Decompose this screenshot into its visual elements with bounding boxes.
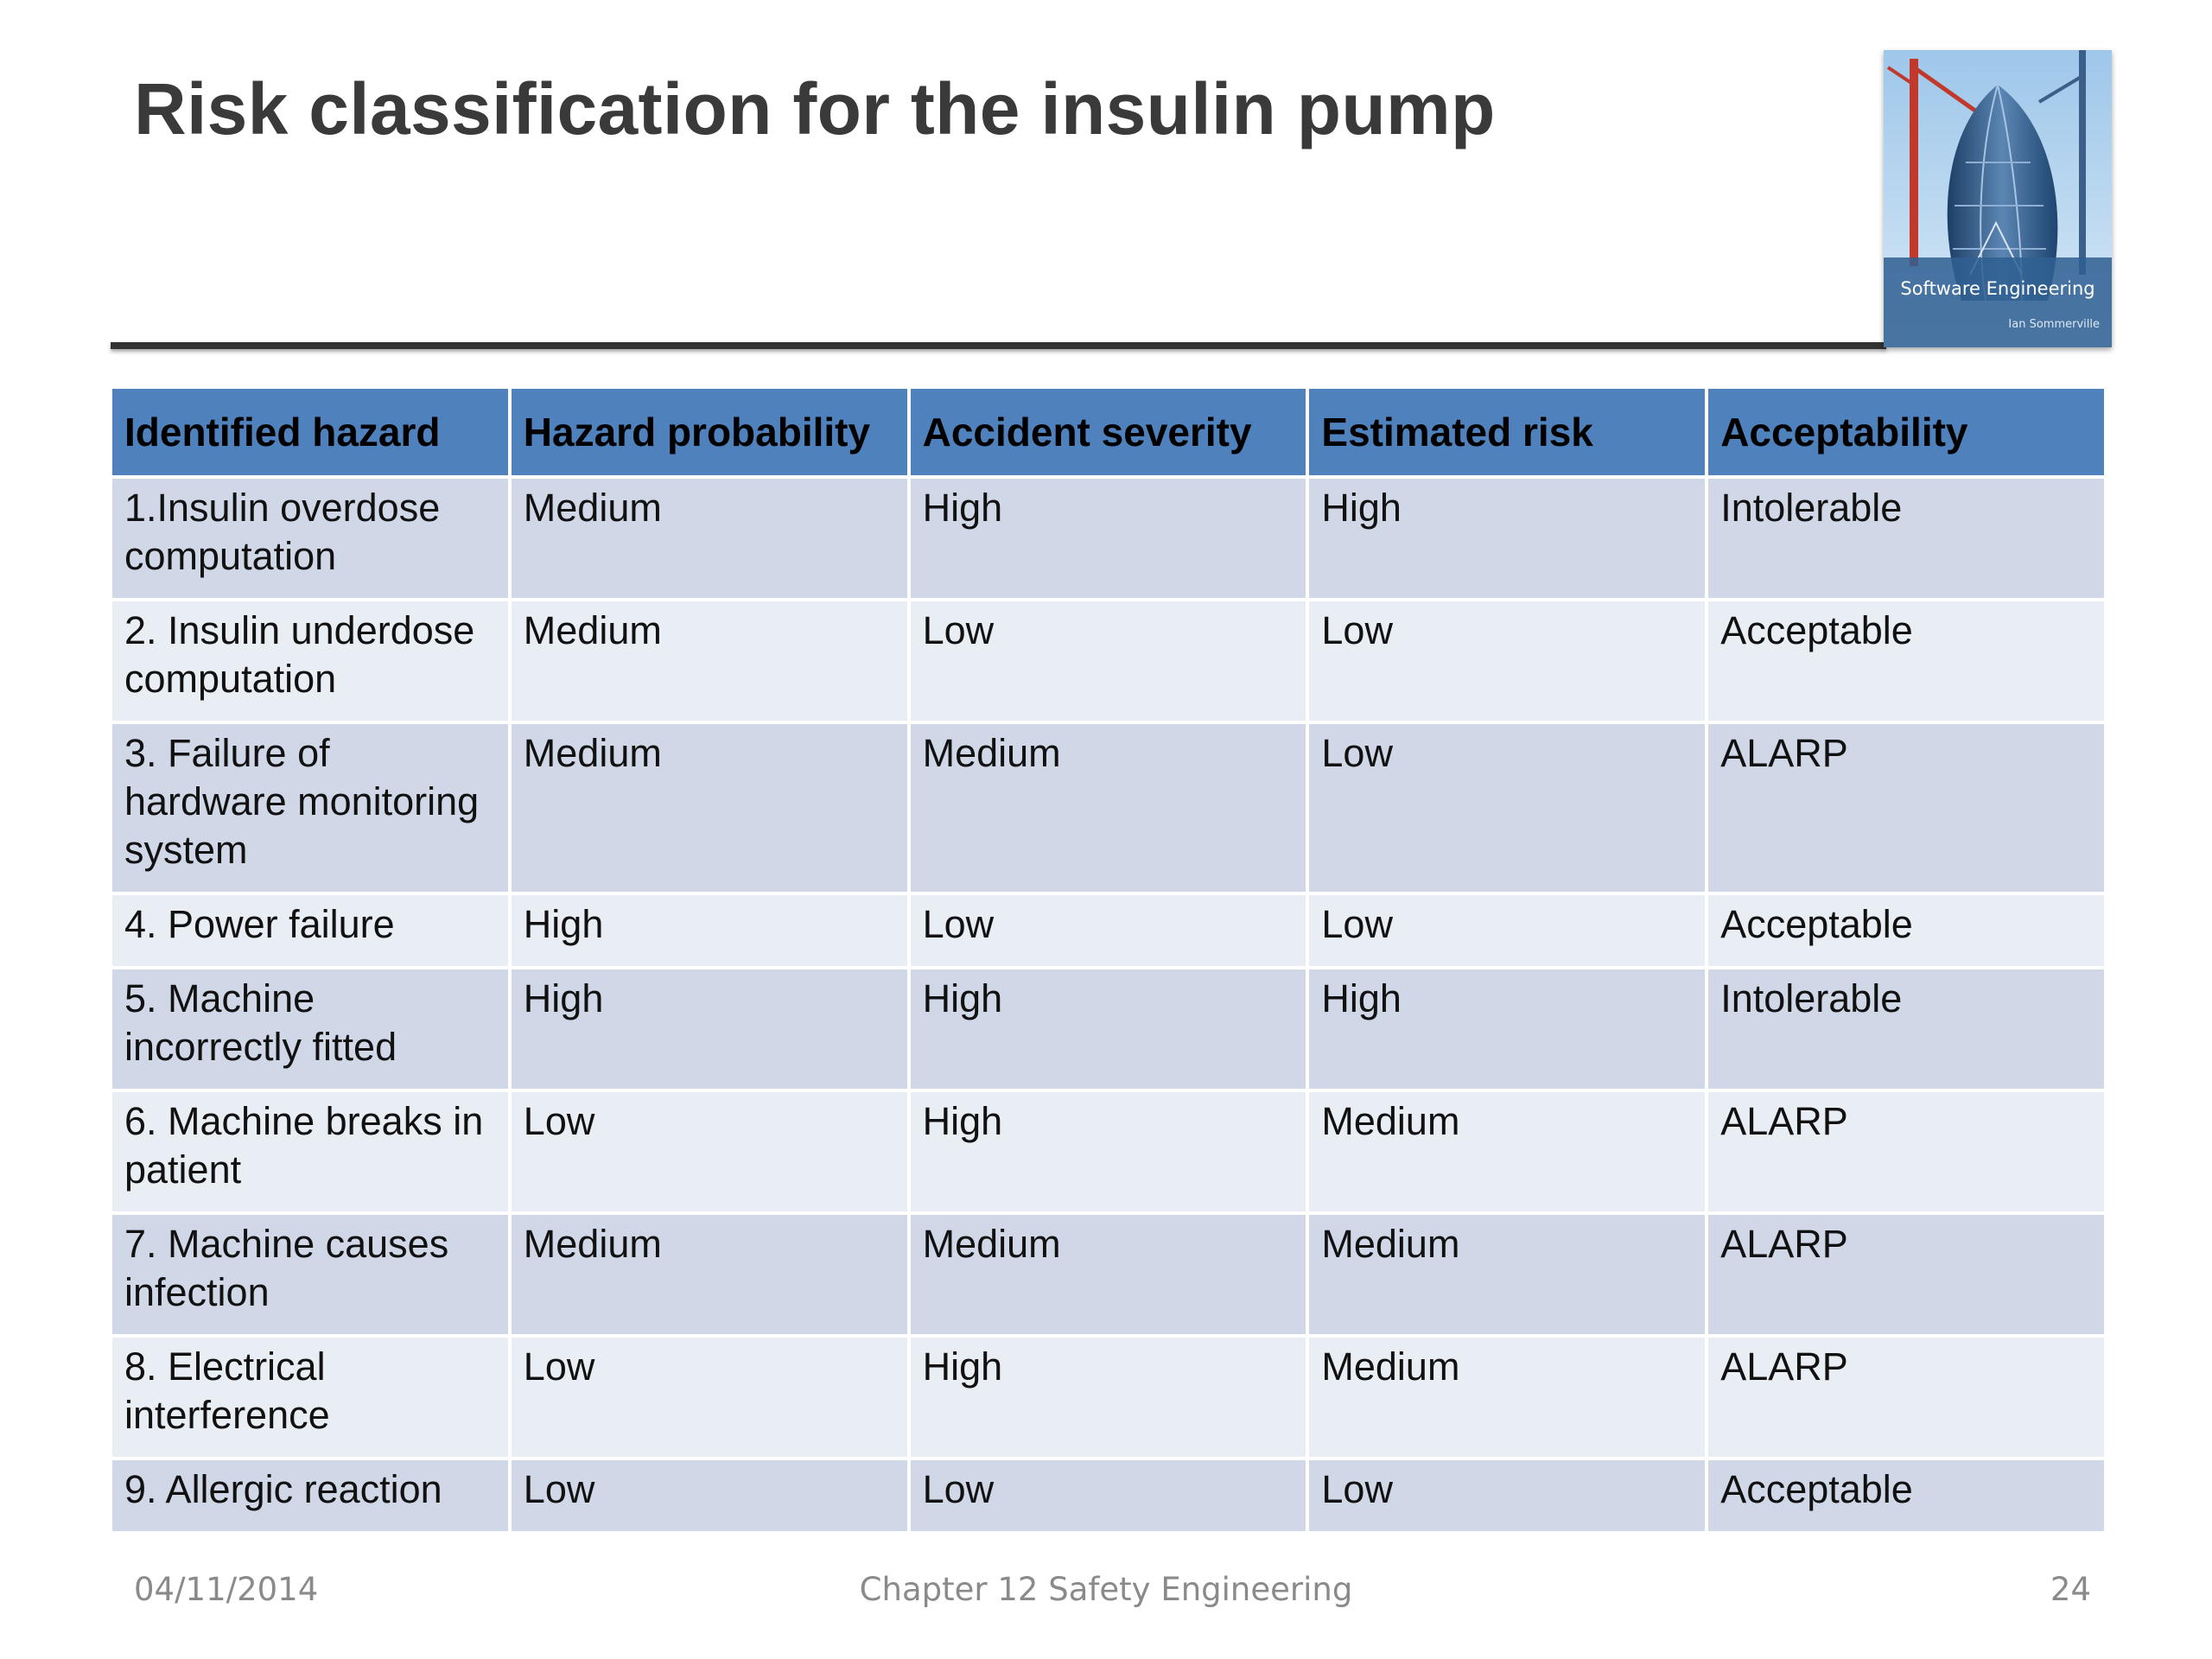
- cell-risk: High: [1309, 969, 1706, 1089]
- cell-hazard: 6. Machine breaks in patient: [112, 1092, 508, 1211]
- cell-hazard: 8. Electrical interference: [112, 1338, 508, 1457]
- cell-acceptability: ALARP: [1708, 1215, 2104, 1334]
- table-row: 4. Power failure High Low Low Acceptable: [112, 895, 2104, 966]
- cell-risk: Low: [1309, 1460, 1706, 1531]
- book-cover-image: Software Engineering Ian Sommerville: [1884, 50, 2112, 347]
- gherkin-tower-illustration: [1884, 50, 2112, 347]
- header-estimated-risk: Estimated risk: [1309, 389, 1706, 475]
- cell-risk: Medium: [1309, 1215, 1706, 1334]
- cell-severity: Medium: [910, 1215, 1306, 1334]
- cell-acceptability: Intolerable: [1708, 479, 2104, 598]
- cell-severity: High: [910, 479, 1306, 598]
- cell-probability: Low: [511, 1092, 907, 1211]
- cell-acceptability: Acceptable: [1708, 601, 2104, 721]
- cell-severity: High: [910, 1338, 1306, 1457]
- header-identified-hazard: Identified hazard: [112, 389, 508, 475]
- table-row: 7. Machine causes infection Medium Mediu…: [112, 1215, 2104, 1334]
- cell-severity: Low: [910, 601, 1306, 721]
- cell-risk: Low: [1309, 601, 1706, 721]
- cell-risk: Medium: [1309, 1338, 1706, 1457]
- footer-date: 04/11/2014: [134, 1571, 319, 1608]
- cell-probability: High: [511, 895, 907, 966]
- table-header-row: Identified hazard Hazard probability Acc…: [112, 389, 2104, 475]
- table-row: 3. Failure of hardware monitoring system…: [112, 724, 2104, 892]
- header-accident-severity: Accident severity: [910, 389, 1306, 475]
- cell-risk: Medium: [1309, 1092, 1706, 1211]
- cell-probability: Low: [511, 1338, 907, 1457]
- cell-probability: High: [511, 969, 907, 1089]
- cell-severity: Low: [910, 895, 1306, 966]
- book-cover-title: Software Engineering: [1900, 278, 2095, 299]
- table-row: 2. Insulin underdose computation Medium …: [112, 601, 2104, 721]
- header-acceptability: Acceptability: [1708, 389, 2104, 475]
- slide-title: Risk classification for the insulin pump: [134, 68, 1496, 149]
- cell-hazard: 5. Machine incorrectly fitted: [112, 969, 508, 1089]
- header-hazard-probability: Hazard probability: [511, 389, 907, 475]
- footer-page-number: 24: [2050, 1571, 2091, 1608]
- cell-severity: Medium: [910, 724, 1306, 892]
- cell-probability: Medium: [511, 601, 907, 721]
- cell-risk: Low: [1309, 724, 1706, 892]
- cell-hazard: 1.Insulin overdose computation: [112, 479, 508, 598]
- cell-acceptability: ALARP: [1708, 1338, 2104, 1457]
- cell-acceptability: ALARP: [1708, 1092, 2104, 1211]
- risk-classification-table: Identified hazard Hazard probability Acc…: [109, 385, 2107, 1535]
- table-row: 8. Electrical interference Low High Medi…: [112, 1338, 2104, 1457]
- cell-probability: Medium: [511, 479, 907, 598]
- cell-acceptability: ALARP: [1708, 724, 2104, 892]
- cell-hazard: 9. Allergic reaction: [112, 1460, 508, 1531]
- table-row: 9. Allergic reaction Low Low Low Accepta…: [112, 1460, 2104, 1531]
- cell-severity: High: [910, 969, 1306, 1089]
- footer-chapter: Chapter 12 Safety Engineering: [859, 1571, 1353, 1608]
- cell-hazard: 3. Failure of hardware monitoring system: [112, 724, 508, 892]
- cell-hazard: 4. Power failure: [112, 895, 508, 966]
- table-row: 6. Machine breaks in patient Low High Me…: [112, 1092, 2104, 1211]
- table-row: 1.Insulin overdose computation Medium Hi…: [112, 479, 2104, 598]
- cell-probability: Medium: [511, 1215, 907, 1334]
- cell-hazard: 7. Machine causes infection: [112, 1215, 508, 1334]
- table-row: 5. Machine incorrectly fitted High High …: [112, 969, 2104, 1089]
- cell-acceptability: Acceptable: [1708, 895, 2104, 966]
- cell-severity: High: [910, 1092, 1306, 1211]
- cell-acceptability: Acceptable: [1708, 1460, 2104, 1531]
- book-cover-author: Ian Sommerville: [2008, 318, 2100, 331]
- cell-probability: Low: [511, 1460, 907, 1531]
- cell-risk: High: [1309, 479, 1706, 598]
- cell-probability: Medium: [511, 724, 907, 892]
- cell-risk: Low: [1309, 895, 1706, 966]
- title-divider: [111, 342, 1886, 349]
- cell-severity: Low: [910, 1460, 1306, 1531]
- cell-acceptability: Intolerable: [1708, 969, 2104, 1089]
- cell-hazard: 2. Insulin underdose computation: [112, 601, 508, 721]
